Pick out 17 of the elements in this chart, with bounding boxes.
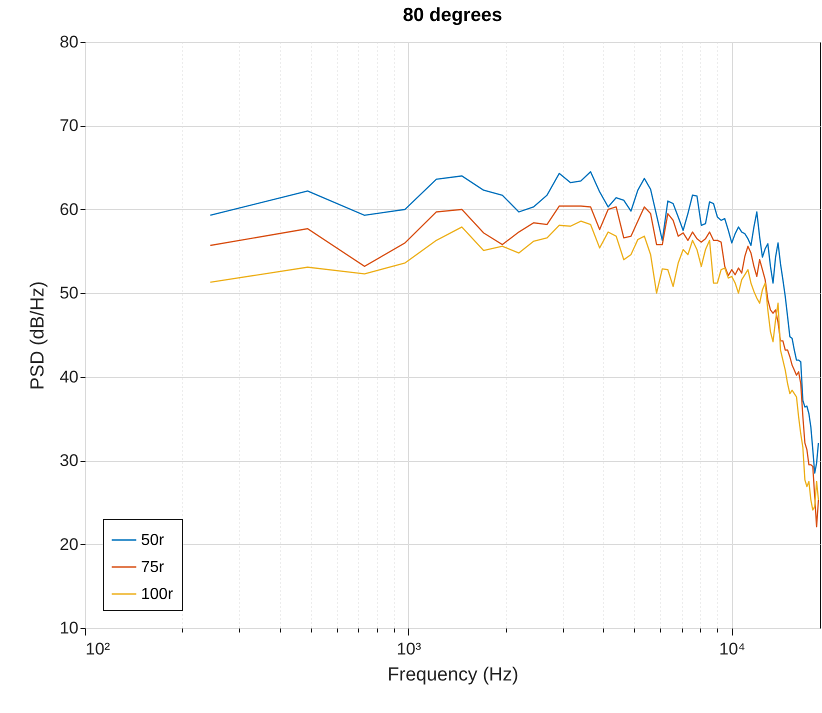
legend-label: 50r — [141, 532, 165, 549]
y-tick-label: 80 — [60, 32, 78, 52]
y-tick-label: 50 — [60, 284, 78, 303]
y-tick-label: 10 — [60, 618, 78, 638]
x-tick-label: 10³ — [396, 640, 422, 658]
legend-label: 75r — [141, 559, 165, 576]
y-tick-label: 60 — [60, 200, 78, 219]
x-tick-label: 10² — [86, 640, 110, 658]
y-tick-label: 30 — [60, 451, 78, 470]
chart-title: 80 degrees — [402, 5, 502, 26]
y-tick-label: 70 — [60, 116, 78, 136]
y-tick-label: 20 — [60, 534, 78, 554]
y-axis-title: PSD (dB/Hz) — [28, 281, 49, 390]
legend-label: 100r — [141, 586, 174, 603]
y-tick-label: 40 — [60, 367, 78, 386]
x-axis-title: Frequency (Hz) — [388, 664, 518, 686]
x-tick-label: 10⁴ — [719, 640, 746, 658]
